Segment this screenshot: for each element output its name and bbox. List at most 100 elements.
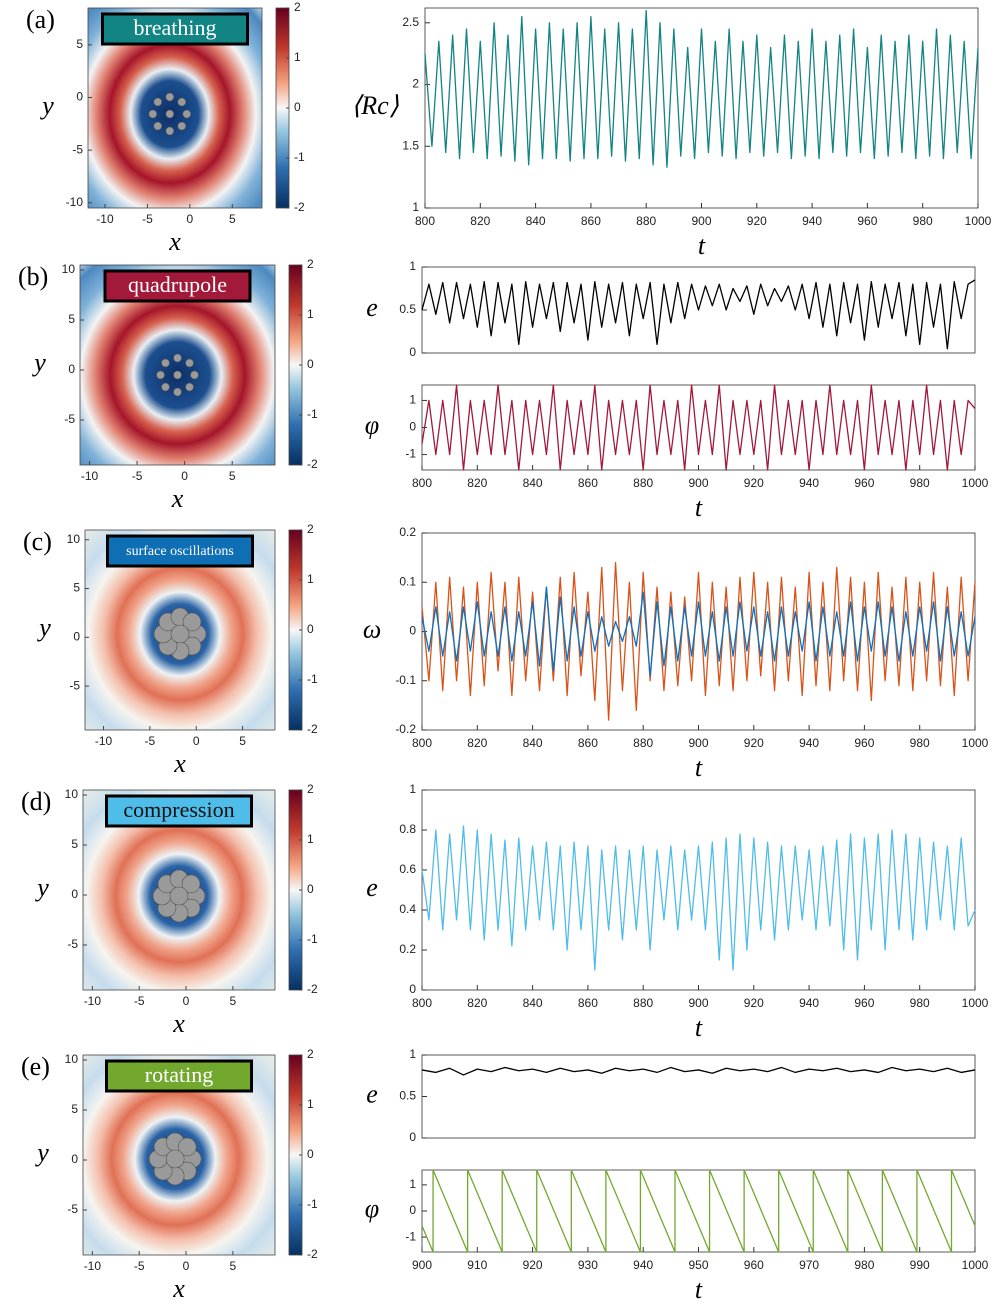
y-tick-label: 5 <box>76 37 83 51</box>
x-tick-label: 960 <box>744 1258 764 1272</box>
x-tick-label: -10 <box>81 469 99 483</box>
particle <box>169 886 189 906</box>
plot-frame <box>421 384 976 471</box>
x-tick-label: 880 <box>633 736 653 750</box>
particle <box>165 1149 185 1169</box>
y-tick-label: -0.1 <box>395 673 416 687</box>
x-tick-label: 5 <box>230 1259 237 1273</box>
colorbar-tick-label: 0 <box>307 622 314 636</box>
x-tick-label: 840 <box>523 476 543 490</box>
x-tick-label: 880 <box>636 214 656 228</box>
y-tick-label: -1 <box>405 1229 416 1243</box>
colorbar-tick-label: 2 <box>307 1047 314 1061</box>
y-tick-label: 1 <box>412 200 419 214</box>
y-axis-label: y <box>34 1138 49 1167</box>
x-axis-label: x <box>168 227 181 256</box>
x-tick-label: 980 <box>854 1258 874 1272</box>
colorbar-tick-label: 2 <box>307 782 314 796</box>
x-tick-label: 1000 <box>962 476 989 490</box>
x-tick-label: 920 <box>744 476 764 490</box>
x-tick-label: -10 <box>84 994 102 1008</box>
colorbar-tick-label: 2 <box>307 257 314 271</box>
x-tick-label: -5 <box>134 994 145 1008</box>
badge-title: breathing <box>133 15 216 40</box>
x-tick-label: -5 <box>142 212 153 226</box>
y-tick-label: 10 <box>65 787 79 801</box>
y-tick-label: -1 <box>405 447 416 461</box>
x-tick-label: 920 <box>747 214 767 228</box>
series-line <box>424 9 979 168</box>
x-axis-label: x <box>173 749 186 778</box>
y-tick-label: -10 <box>66 195 84 209</box>
x-tick-label: 820 <box>467 996 487 1010</box>
x-tick-label: 0 <box>187 212 194 226</box>
x-tick-label: -10 <box>95 734 113 748</box>
colorbar-tick-label: -1 <box>307 672 318 686</box>
y-tick-label: 0 <box>73 629 80 643</box>
x-axis-label: t <box>698 231 706 260</box>
particle <box>173 370 182 380</box>
x-tick-label: 980 <box>910 736 930 750</box>
x-axis-label: t <box>695 1275 703 1304</box>
y-tick-label: 0.4 <box>399 902 416 916</box>
badge-title: quadrupole <box>128 272 227 297</box>
y-tick-label: 5 <box>71 1102 78 1116</box>
x-tick-label: 860 <box>578 996 598 1010</box>
colorbar-tick-label: -2 <box>307 722 318 736</box>
x-tick-label: 840 <box>523 736 543 750</box>
x-tick-label: 0 <box>193 734 200 748</box>
y-tick-label: 0.5 <box>399 1089 416 1103</box>
x-tick-label: 970 <box>799 1258 819 1272</box>
x-tick-label: 940 <box>799 476 819 490</box>
y-tick-label: 0.2 <box>399 525 416 539</box>
y-axis-label: ω <box>363 614 381 643</box>
x-tick-label: 1000 <box>965 214 992 228</box>
y-tick-label: -5 <box>67 1202 78 1216</box>
y-axis-label: φ <box>365 410 379 439</box>
particle <box>190 370 199 380</box>
x-tick-label: -10 <box>84 1259 102 1273</box>
x-tick-label: 840 <box>523 996 543 1010</box>
particle <box>170 624 190 644</box>
y-tick-label: 0 <box>68 362 75 376</box>
particle <box>182 109 192 119</box>
x-tick-label: 800 <box>412 476 432 490</box>
y-tick-label: -5 <box>72 142 83 156</box>
x-tick-label: 0 <box>181 469 188 483</box>
particle <box>173 353 182 363</box>
y-tick-label: 1.5 <box>402 138 419 152</box>
badge <box>103 269 252 303</box>
x-axis-label: t <box>695 1013 703 1042</box>
y-tick-label: -0.2 <box>395 722 416 736</box>
x-tick-label: 1000 <box>962 996 989 1010</box>
badge-title: rotating <box>145 1062 213 1087</box>
x-tick-label: -5 <box>145 734 156 748</box>
x-tick-label: -5 <box>134 1259 145 1273</box>
y-tick-label: 1 <box>409 1177 416 1191</box>
colorbar-tick-label: 1 <box>307 572 314 586</box>
x-tick-label: -10 <box>96 212 114 226</box>
series-line <box>421 1169 976 1253</box>
x-tick-label: 5 <box>239 734 246 748</box>
y-axis-label: ⟨Rc⟩ <box>351 91 399 120</box>
y-tick-label: 0 <box>409 624 416 638</box>
x-tick-label: 910 <box>467 1258 487 1272</box>
y-axis-label: y <box>39 91 54 120</box>
x-tick-label: 840 <box>526 214 546 228</box>
colorbar-tick-label: 2 <box>307 522 314 536</box>
series-line <box>421 279 976 350</box>
x-axis-label: x <box>172 1009 185 1038</box>
x-tick-label: 940 <box>799 996 819 1010</box>
particle <box>156 370 165 380</box>
colorbar-tick-label: 0 <box>307 882 314 896</box>
y-tick-label: 5 <box>68 312 75 326</box>
x-tick-label: 1000 <box>962 736 989 750</box>
badge-title: compression <box>123 797 234 822</box>
x-tick-label: 900 <box>688 996 708 1010</box>
y-axis-label: e <box>366 1079 378 1108</box>
x-tick-label: 900 <box>688 736 708 750</box>
y-tick-label: 0 <box>71 1152 78 1166</box>
x-axis-label: x <box>171 484 184 513</box>
colorbar-tick-label: 1 <box>307 307 314 321</box>
x-tick-label: 900 <box>688 476 708 490</box>
